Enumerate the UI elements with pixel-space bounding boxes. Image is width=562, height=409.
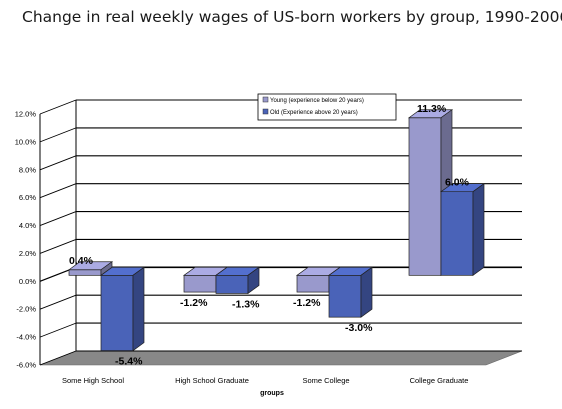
data-label: 6.0% [445,177,470,189]
gridline-side [39,294,77,310]
gridline-side [39,99,77,115]
legend-entry: Young (experience below 20 years) [270,98,364,104]
legend: Young (experience below 20 years) Old (Ex… [257,93,397,121]
y-tick-label: 4.0% [19,221,36,230]
legend-box [257,93,397,121]
x-tick-label: Some High School [62,376,124,385]
y-axis: 12.0% 10.0% 8.0% 6.0% 4.0% 2.0% 0.0% -2.0% -4.0%… [15,110,37,370]
y-tick-label: 0.0% [19,277,36,286]
gridline-side [39,350,77,366]
y-tick-label: 10.0% [15,137,37,146]
data-label: -1.3% [232,298,260,310]
y-tick-label: 2.0% [19,249,36,258]
y-tick-label: 8.0% [19,165,36,174]
bar-front [215,274,249,294]
gridline-side [39,183,77,199]
bar-side [360,266,373,318]
x-tick-label: Some College [302,376,349,385]
data-label: 0.4% [69,255,94,267]
bar-2-1 [327,266,374,318]
x-tick-label: High School Graduate [175,376,249,385]
data-label: 11.3% [417,103,447,115]
x-tick-label: College Graduate [410,376,469,385]
gridline-side [39,155,77,171]
gridline-side [39,211,77,226]
gridline-side [39,322,77,338]
gridline-side [39,239,77,254]
bar-front [68,269,102,276]
bar-0-1 [99,266,146,352]
chart-title: Change in real weekly wages of US-born w… [22,8,562,26]
data-label: -1.2% [293,297,321,309]
bar-front [408,117,442,276]
bar-front [328,274,362,318]
bar-side [472,182,485,277]
bar-front [296,274,330,293]
y-tick-label: 6.0% [19,193,36,202]
bar-side [132,266,145,352]
bar-front [183,274,217,293]
gridline-side [39,127,77,143]
bar-1-1 [214,266,261,295]
bar-front [100,274,134,351]
y-tick-label: -4.0% [16,333,36,342]
bar-3-1 [439,182,486,277]
floor [39,350,523,366]
bars: 0.4% -5.4% -1.2% -1.3% -1.2% -3.0% 11.3% 6.0% [67,103,486,368]
legend-swatch [262,96,269,103]
bar-front [440,191,474,276]
x-axis: Some High School High School Graduate Some… [62,376,468,397]
legend-swatch [262,108,269,115]
y-tick-label: 12.0% [15,110,37,119]
y-tick-label: -2.0% [16,305,36,314]
legend-entry: Old (Experience above 20 years) [270,110,358,116]
y-tick-label: -6.0% [16,361,36,370]
data-label: -1.2% [180,297,208,309]
data-label: -5.4% [115,356,143,368]
bar-0-0 [67,261,114,277]
bar-side [247,266,260,295]
data-label: -3.0% [345,322,373,334]
x-axis-label: groups [260,390,284,397]
